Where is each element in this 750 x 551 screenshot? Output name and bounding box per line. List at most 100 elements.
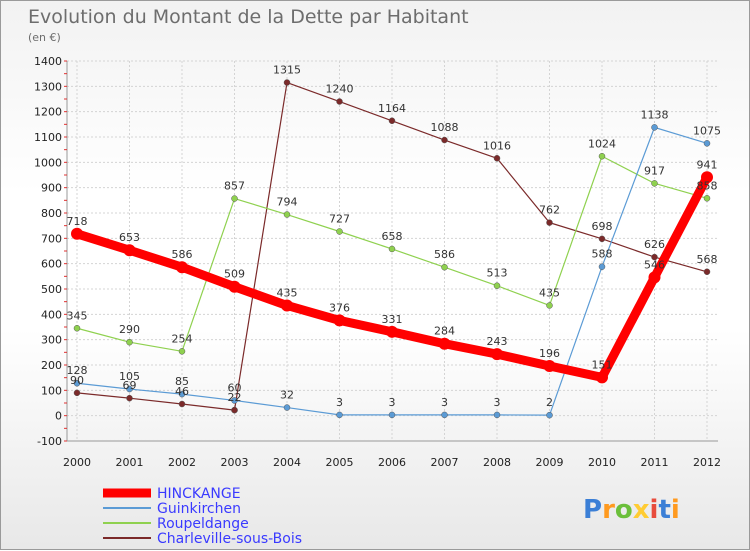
grid — [67, 60, 718, 442]
y-tick-label: 200 — [41, 359, 62, 372]
y-tick-label: 700 — [41, 232, 62, 245]
data-point — [651, 180, 658, 187]
data-point — [336, 228, 343, 235]
logo-letter: r — [602, 495, 615, 525]
data-point — [126, 394, 133, 402]
data-label: 586 — [434, 248, 455, 261]
y-tick-label: 500 — [41, 283, 62, 296]
data-point — [73, 325, 81, 332]
series-layer — [71, 79, 713, 419]
legend-label: Roupeldange — [157, 516, 249, 532]
x-tick-label: 2008 — [483, 456, 511, 469]
x-tick-label: 2003 — [221, 456, 249, 469]
data-label: 3 — [441, 396, 448, 409]
data-label: 698 — [592, 220, 613, 233]
data-label: 128 — [67, 364, 88, 377]
data-point — [73, 389, 81, 397]
data-label: 513 — [487, 267, 508, 280]
y-tick-label: 0 — [55, 410, 62, 423]
data-label: 85 — [175, 375, 189, 388]
data-label: 254 — [172, 332, 193, 345]
data-point — [386, 325, 398, 338]
data-label: 1075 — [693, 124, 721, 137]
y-tick-label: 1300 — [34, 80, 62, 93]
data-point — [228, 280, 241, 293]
y-tick-label: 300 — [41, 334, 62, 347]
data-point — [178, 390, 186, 398]
data-point — [491, 348, 503, 361]
data-point — [126, 385, 133, 393]
legend-label: Guinkirchen — [157, 501, 241, 517]
data-label: 376 — [329, 301, 350, 314]
logo-letter: o — [615, 495, 633, 525]
x-tick-label: 2000 — [63, 456, 91, 469]
data-label: 1024 — [588, 137, 616, 150]
data-label: 941 — [697, 158, 718, 171]
data-label: 345 — [67, 309, 88, 322]
data-label: 586 — [172, 248, 193, 261]
y-tick-label: -100 — [37, 435, 62, 448]
x-tick-label: 2006 — [378, 456, 406, 469]
data-point — [336, 411, 343, 419]
data-point — [438, 337, 451, 350]
y-tick-label: 1000 — [34, 156, 62, 169]
x-tick-label: 2009 — [536, 456, 564, 469]
data-point — [596, 371, 608, 384]
data-point — [178, 400, 186, 408]
data-point — [648, 271, 661, 284]
data-label: 1016 — [483, 139, 511, 152]
data-label: 588 — [592, 248, 613, 261]
data-label: 435 — [539, 286, 560, 299]
data-point — [546, 302, 553, 309]
data-point — [231, 406, 238, 414]
data-point — [598, 235, 606, 243]
x-tick-label: 2011 — [641, 456, 669, 469]
data-label: 857 — [224, 180, 245, 193]
data-point — [651, 253, 658, 261]
axes: -100 0 100 200 300 400 500 600 700 800 900 1000 1100… — [34, 55, 721, 469]
data-point — [703, 268, 711, 276]
data-label: 435 — [277, 286, 298, 299]
data-label: 105 — [119, 370, 140, 383]
data-point — [543, 360, 556, 373]
data-label: 658 — [382, 230, 403, 243]
data-point — [598, 263, 606, 270]
data-label: 727 — [329, 212, 350, 225]
data-label: 32 — [280, 389, 294, 402]
y-tick-label: 800 — [41, 207, 62, 220]
y-tick-label: 400 — [41, 308, 62, 321]
data-label: 1315 — [273, 64, 301, 77]
data-label: 69 — [123, 379, 137, 392]
chart-title: Evolution du Montant de la Dette par Hab… — [28, 6, 469, 28]
data-label: 653 — [119, 231, 140, 244]
data-point — [493, 282, 501, 289]
data-point — [281, 299, 293, 312]
data-point — [441, 411, 448, 419]
logo-letter: x — [633, 495, 650, 525]
data-point — [71, 227, 83, 240]
legend-label: Charleville-sous-Bois — [157, 531, 302, 547]
data-label: 1164 — [378, 102, 406, 115]
data-label: 794 — [277, 196, 298, 209]
data-label: 284 — [434, 325, 455, 338]
y-tick-label: 900 — [41, 182, 62, 195]
data-label: 858 — [697, 179, 718, 192]
data-label: 2 — [546, 396, 553, 409]
x-tick-label: 2004 — [273, 456, 301, 469]
data-point — [231, 397, 238, 404]
data-label: 3 — [336, 396, 343, 409]
data-label: 1240 — [326, 83, 354, 96]
data-point — [178, 348, 186, 355]
data-label: 196 — [539, 347, 560, 360]
data-point — [388, 117, 396, 125]
data-point — [703, 140, 711, 147]
data-point — [176, 261, 188, 274]
data-point — [73, 379, 81, 387]
proxiti-logo: Proxiti — [583, 495, 680, 525]
data-point — [546, 411, 553, 419]
logo-letter: i — [671, 495, 680, 525]
y-tick-label: 1100 — [34, 131, 62, 144]
data-label: 509 — [224, 268, 245, 281]
data-point — [388, 245, 396, 253]
